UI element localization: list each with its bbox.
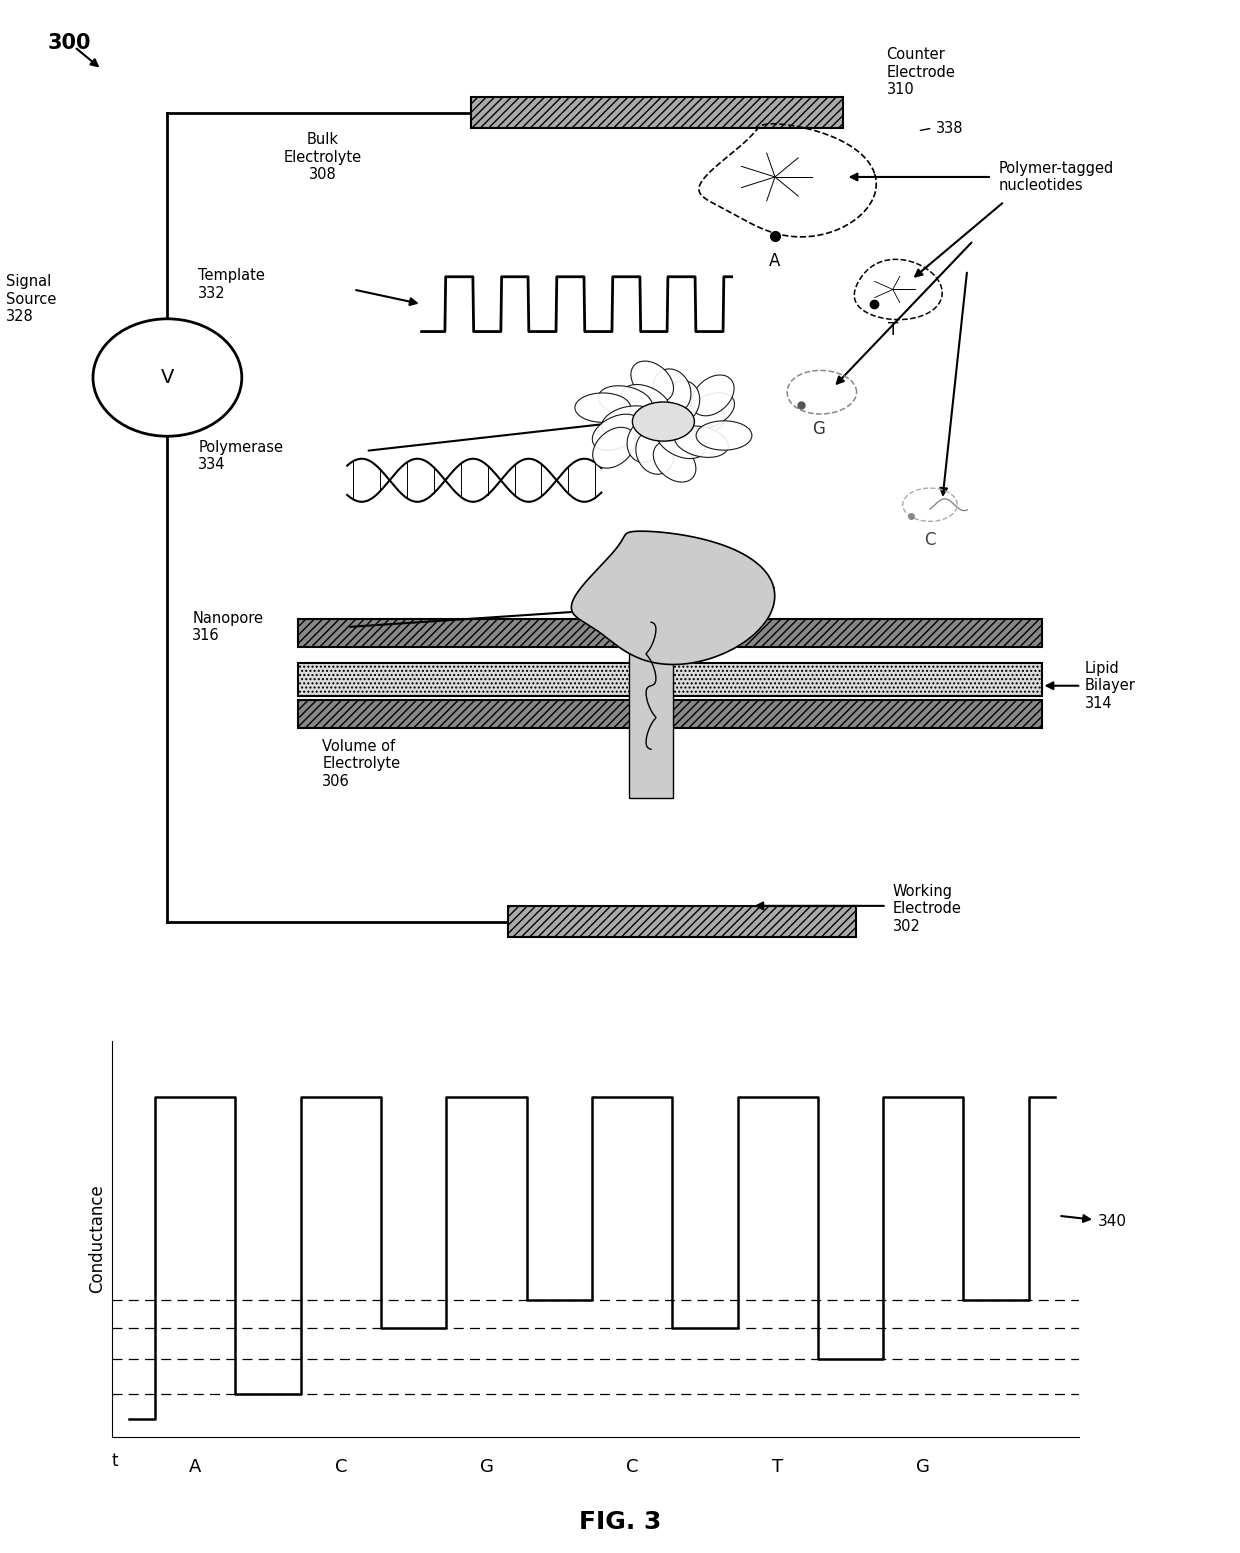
- Ellipse shape: [632, 402, 694, 441]
- Text: V: V: [161, 368, 174, 387]
- Ellipse shape: [653, 370, 691, 413]
- Text: Counter
Electrode
310: Counter Electrode 310: [887, 48, 956, 98]
- Text: T: T: [773, 1458, 784, 1477]
- Ellipse shape: [656, 422, 706, 458]
- Text: Template
332: Template 332: [198, 269, 265, 301]
- Ellipse shape: [696, 421, 751, 450]
- Text: t: t: [112, 1452, 118, 1471]
- Text: Signal
Source
328: Signal Source 328: [6, 275, 57, 325]
- Text: C: C: [626, 1458, 639, 1477]
- Text: A: A: [190, 1458, 202, 1477]
- Ellipse shape: [671, 405, 725, 438]
- Text: Polymer-tagged
nucleotides: Polymer-tagged nucleotides: [998, 162, 1114, 193]
- Text: 340: 340: [1061, 1214, 1127, 1230]
- Ellipse shape: [692, 374, 734, 416]
- Text: Bulk
Electrolyte
308: Bulk Electrolyte 308: [283, 132, 362, 182]
- Text: Lipid
Bilayer
314: Lipid Bilayer 314: [1085, 662, 1136, 711]
- Circle shape: [93, 318, 242, 436]
- Ellipse shape: [621, 385, 671, 421]
- Text: 338: 338: [936, 121, 963, 135]
- Bar: [298, 620, 1042, 646]
- Ellipse shape: [662, 380, 699, 424]
- Ellipse shape: [675, 426, 728, 458]
- Text: G: G: [480, 1458, 494, 1477]
- Ellipse shape: [593, 415, 641, 450]
- Text: C: C: [924, 531, 936, 550]
- Text: Nanopore
316: Nanopore 316: [192, 610, 263, 643]
- Bar: [629, 641, 673, 798]
- Ellipse shape: [599, 385, 652, 418]
- Ellipse shape: [636, 430, 673, 474]
- Y-axis label: Conductance: Conductance: [88, 1183, 107, 1294]
- Bar: [298, 700, 1042, 728]
- Ellipse shape: [601, 405, 656, 438]
- Text: Polymerase
334: Polymerase 334: [198, 439, 284, 472]
- Ellipse shape: [575, 393, 631, 422]
- Ellipse shape: [593, 427, 635, 467]
- Bar: [508, 905, 856, 936]
- Ellipse shape: [686, 393, 734, 429]
- Ellipse shape: [631, 360, 673, 402]
- Bar: [471, 96, 843, 127]
- Text: G: G: [916, 1458, 930, 1477]
- Text: Volume of
Electrolyte
306: Volume of Electrolyte 306: [322, 739, 401, 789]
- Text: G: G: [812, 419, 825, 438]
- Ellipse shape: [627, 419, 665, 463]
- Bar: [298, 663, 1042, 696]
- Text: A: A: [769, 252, 781, 270]
- Text: Working
Electrode
302: Working Electrode 302: [893, 884, 962, 933]
- Ellipse shape: [653, 441, 696, 481]
- Polygon shape: [572, 531, 775, 665]
- Text: FIG. 3: FIG. 3: [579, 1511, 661, 1534]
- Text: T: T: [888, 321, 898, 339]
- Text: 300: 300: [47, 33, 91, 53]
- Text: C: C: [335, 1458, 347, 1477]
